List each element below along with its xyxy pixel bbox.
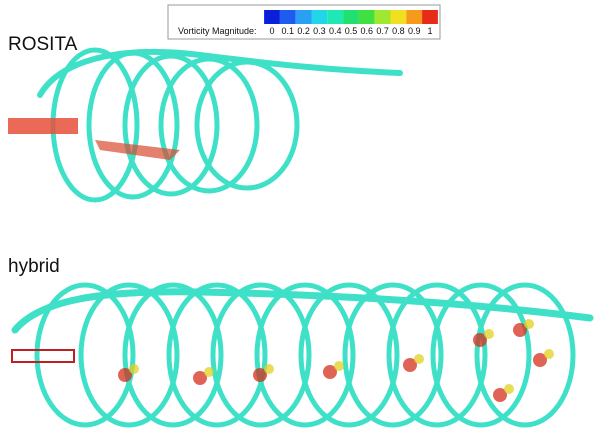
color-block — [422, 10, 438, 24]
colorbar-tick-label: 0.7 — [376, 26, 389, 36]
colorbar-tick-label: 0.3 — [313, 26, 326, 36]
color-block — [359, 10, 375, 24]
vortex-blob — [504, 384, 514, 394]
panel-label: hybrid — [8, 256, 60, 277]
vortex-blob — [264, 364, 274, 374]
vortex-ring — [301, 285, 397, 425]
blade — [8, 118, 78, 134]
colorbar-tick-label: 0.9 — [408, 26, 421, 36]
vortex-ring — [213, 285, 309, 425]
color-block — [406, 10, 422, 24]
color-block — [312, 10, 328, 24]
vortex-blob — [204, 367, 214, 377]
vortex-ring — [169, 285, 265, 425]
figure: Vorticity Magnitude: ROSITA hybrid 00.10… — [0, 0, 596, 443]
color-block — [327, 10, 343, 24]
vortex-ring — [81, 285, 177, 425]
page: Vorticity Magnitude: ROSITA hybrid 00.10… — [0, 0, 596, 443]
color-block — [343, 10, 359, 24]
color-block — [280, 10, 296, 24]
vortex-ring — [257, 285, 353, 425]
vortex-blob — [484, 329, 494, 339]
vortex-blob — [524, 319, 534, 329]
color-block — [375, 10, 391, 24]
vortex-ring — [125, 285, 221, 425]
vortex-ring — [345, 285, 441, 425]
vortex-blob — [544, 349, 554, 359]
vortex-ring — [89, 53, 177, 197]
colorbar-tick-label: 0.4 — [329, 26, 342, 36]
colorbar-title: Vorticity Magnitude: — [178, 26, 257, 36]
blade — [12, 350, 74, 362]
colorbar-tick-label: 0 — [269, 26, 274, 36]
colorbar-tick-label: 0.2 — [297, 26, 310, 36]
vortex-ring — [477, 285, 573, 425]
panel-label: ROSITA — [8, 34, 78, 55]
colorbar-tick-label: 0.1 — [282, 26, 295, 36]
vortex-blob — [334, 361, 344, 371]
vortex-blob — [414, 354, 424, 364]
color-block — [264, 10, 280, 24]
colorbar-tick-label: 0.6 — [361, 26, 374, 36]
color-block — [391, 10, 407, 24]
vortex-blob — [129, 364, 139, 374]
colorbar-tick-label: 1 — [427, 26, 432, 36]
vortex-ring — [37, 285, 133, 425]
colorbar-tick-label: 0.5 — [345, 26, 358, 36]
color-block — [296, 10, 312, 24]
colorbar-tick-label: 0.8 — [392, 26, 405, 36]
vortex-render — [8, 50, 590, 425]
